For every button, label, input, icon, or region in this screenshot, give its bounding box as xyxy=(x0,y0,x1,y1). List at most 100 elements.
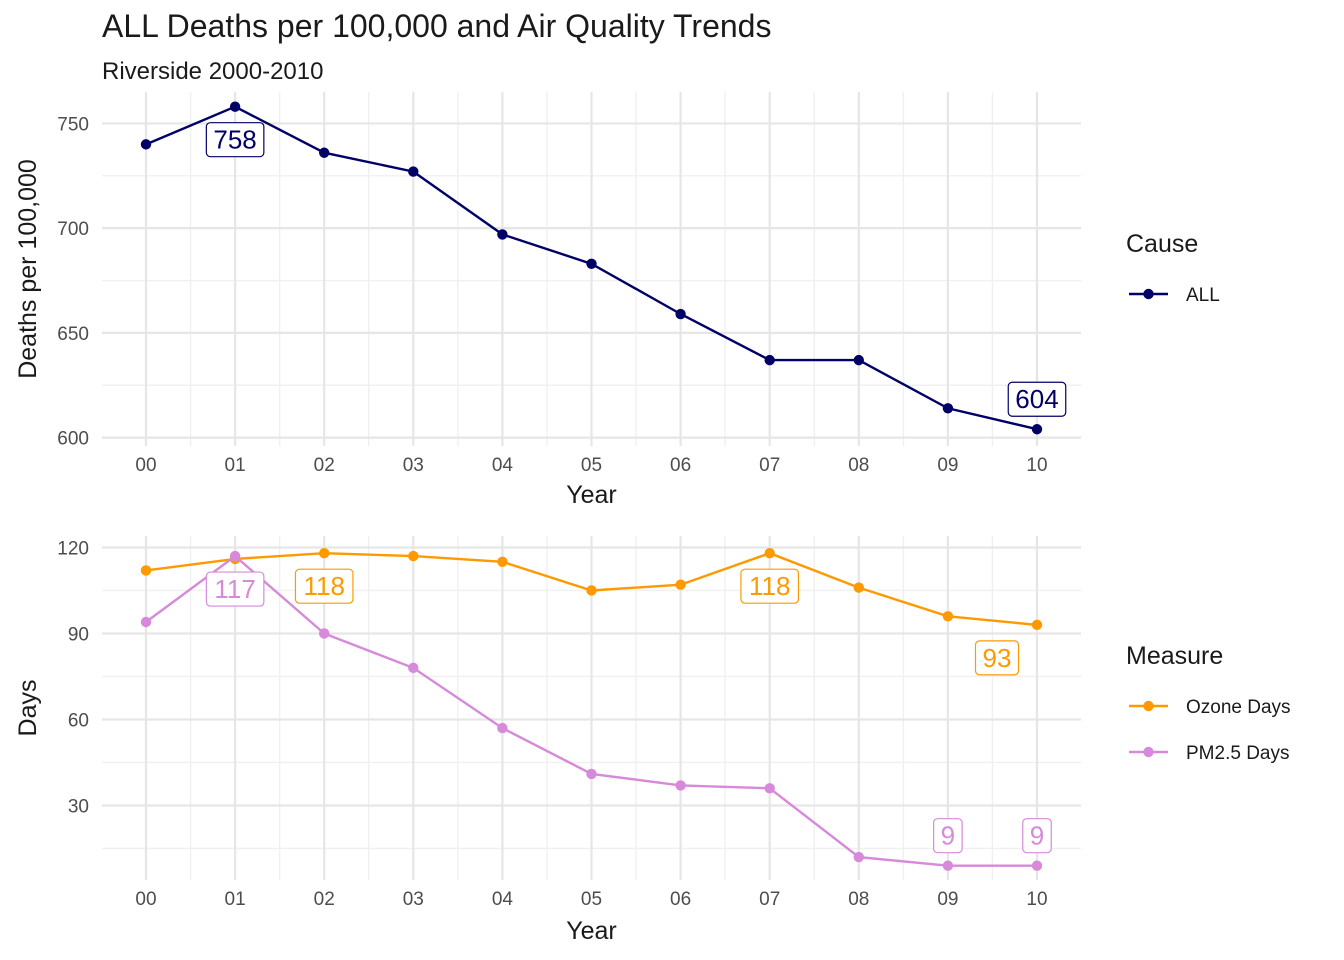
x-tick-label: 04 xyxy=(492,455,514,476)
data-point xyxy=(1031,619,1043,631)
legend-key-point xyxy=(1143,746,1154,758)
x-tick-label: 02 xyxy=(314,455,335,476)
data-point xyxy=(408,166,419,177)
data-label-box xyxy=(205,122,265,158)
x-tick-label: 04 xyxy=(492,889,514,910)
legend-label: ALL xyxy=(1186,285,1220,306)
y-tick-label: 600 xyxy=(57,429,89,450)
x-tick-label: 09 xyxy=(937,455,958,476)
data-point xyxy=(675,579,686,590)
x-tick-label: 08 xyxy=(848,889,869,910)
data-point xyxy=(942,611,954,622)
bottom-panel: 30 60 90 120 00 01 02 03 04 05 06 07 08 09 10 Year Days 1… xyxy=(14,536,1291,945)
x-tick-label: 03 xyxy=(403,889,424,910)
data-point xyxy=(853,354,864,366)
data-point xyxy=(408,662,419,674)
data-label: 118 xyxy=(740,568,800,604)
data-point xyxy=(140,616,152,628)
data-point xyxy=(229,550,241,562)
x-tick-label: 05 xyxy=(581,889,602,910)
data-point xyxy=(764,354,775,366)
y-tick-label: 650 xyxy=(57,324,89,345)
data-point xyxy=(408,550,419,562)
data-label-text: 604 xyxy=(1015,384,1058,414)
data-point xyxy=(497,722,508,734)
x-tick-label: 10 xyxy=(1026,455,1047,476)
x-tick-label: 07 xyxy=(759,455,780,476)
data-point xyxy=(853,851,864,863)
data-point xyxy=(942,860,954,871)
chart-subtitle: Riverside 2000-2010 xyxy=(102,58,324,85)
x-tick-label: 10 xyxy=(1026,889,1047,910)
data-point xyxy=(764,783,775,794)
chart-title: ALL Deaths per 100,000 and Air Quality T… xyxy=(102,8,772,44)
y-tick-label: 30 xyxy=(68,796,89,817)
data-label-box xyxy=(740,568,800,604)
legend-key-point xyxy=(1143,700,1154,712)
data-label-box xyxy=(205,571,265,607)
data-label-text: 9 xyxy=(941,821,955,851)
legend-label: Ozone Days xyxy=(1186,697,1291,718)
x-tick-label: 06 xyxy=(670,455,691,476)
y-tick-label: 90 xyxy=(68,624,89,645)
x-tick-label: 01 xyxy=(225,455,246,476)
data-point xyxy=(586,768,597,780)
data-point xyxy=(853,582,864,593)
data-label-text: 758 xyxy=(213,125,256,155)
data-label: 604 xyxy=(1007,381,1067,417)
data-label: 9 xyxy=(1022,818,1052,854)
x-tick-label: 07 xyxy=(759,889,780,910)
data-label-text: 117 xyxy=(214,574,255,604)
data-point xyxy=(497,556,508,567)
data-point xyxy=(319,147,330,158)
data-label-text: 118 xyxy=(749,571,790,601)
data-point xyxy=(229,101,241,112)
x-tick-label: 08 xyxy=(848,455,869,476)
data-label-text: 118 xyxy=(303,571,344,601)
x-tick-label: 03 xyxy=(403,455,424,476)
x-tick-label: 00 xyxy=(135,455,156,476)
data-label-text: 93 xyxy=(983,643,1012,673)
y-tick-label: 120 xyxy=(57,538,89,559)
legend-title: Measure xyxy=(1126,642,1223,670)
data-point xyxy=(1031,860,1043,871)
data-label-box xyxy=(1007,381,1067,417)
data-label-box xyxy=(933,818,963,854)
y-tick-label: 60 xyxy=(68,710,89,731)
data-label: 93 xyxy=(974,640,1020,676)
data-point xyxy=(319,628,330,639)
data-label: 118 xyxy=(294,568,354,604)
data-label-box xyxy=(974,640,1020,676)
y-axis-title: Days xyxy=(14,680,42,737)
x-tick-label: 02 xyxy=(314,889,335,910)
data-label: 758 xyxy=(205,122,265,158)
data-point xyxy=(764,548,775,559)
data-point xyxy=(586,585,597,596)
x-axis-title: Year xyxy=(566,481,617,509)
data-point xyxy=(497,229,508,240)
data-label-box xyxy=(1022,818,1052,854)
data-point xyxy=(319,548,330,559)
data-label: 9 xyxy=(933,818,963,854)
x-tick-label: 06 xyxy=(670,889,691,910)
x-tick-label: 00 xyxy=(135,889,156,910)
data-label-box xyxy=(294,568,354,604)
data-point xyxy=(1031,424,1043,435)
data-point xyxy=(140,565,152,576)
x-tick-label: 09 xyxy=(937,889,958,910)
data-label-text: 9 xyxy=(1030,821,1044,851)
x-axis-title: Year xyxy=(566,917,617,945)
legend-label: PM2.5 Days xyxy=(1186,743,1289,764)
top-panel: 600 650 700 750 00 01 02 03 04 05 06 07 08 09 10 Year De… xyxy=(14,92,1220,509)
data-point xyxy=(942,403,954,414)
data-point xyxy=(675,308,686,320)
data-point xyxy=(586,258,597,269)
data-label: 117 xyxy=(205,571,265,607)
y-axis-title: Deaths per 100,000 xyxy=(14,159,42,379)
legend-key-point xyxy=(1143,288,1154,300)
legend-title: Cause xyxy=(1126,230,1198,258)
data-point xyxy=(675,780,686,791)
y-tick-label: 750 xyxy=(57,114,89,135)
data-point xyxy=(140,139,152,150)
